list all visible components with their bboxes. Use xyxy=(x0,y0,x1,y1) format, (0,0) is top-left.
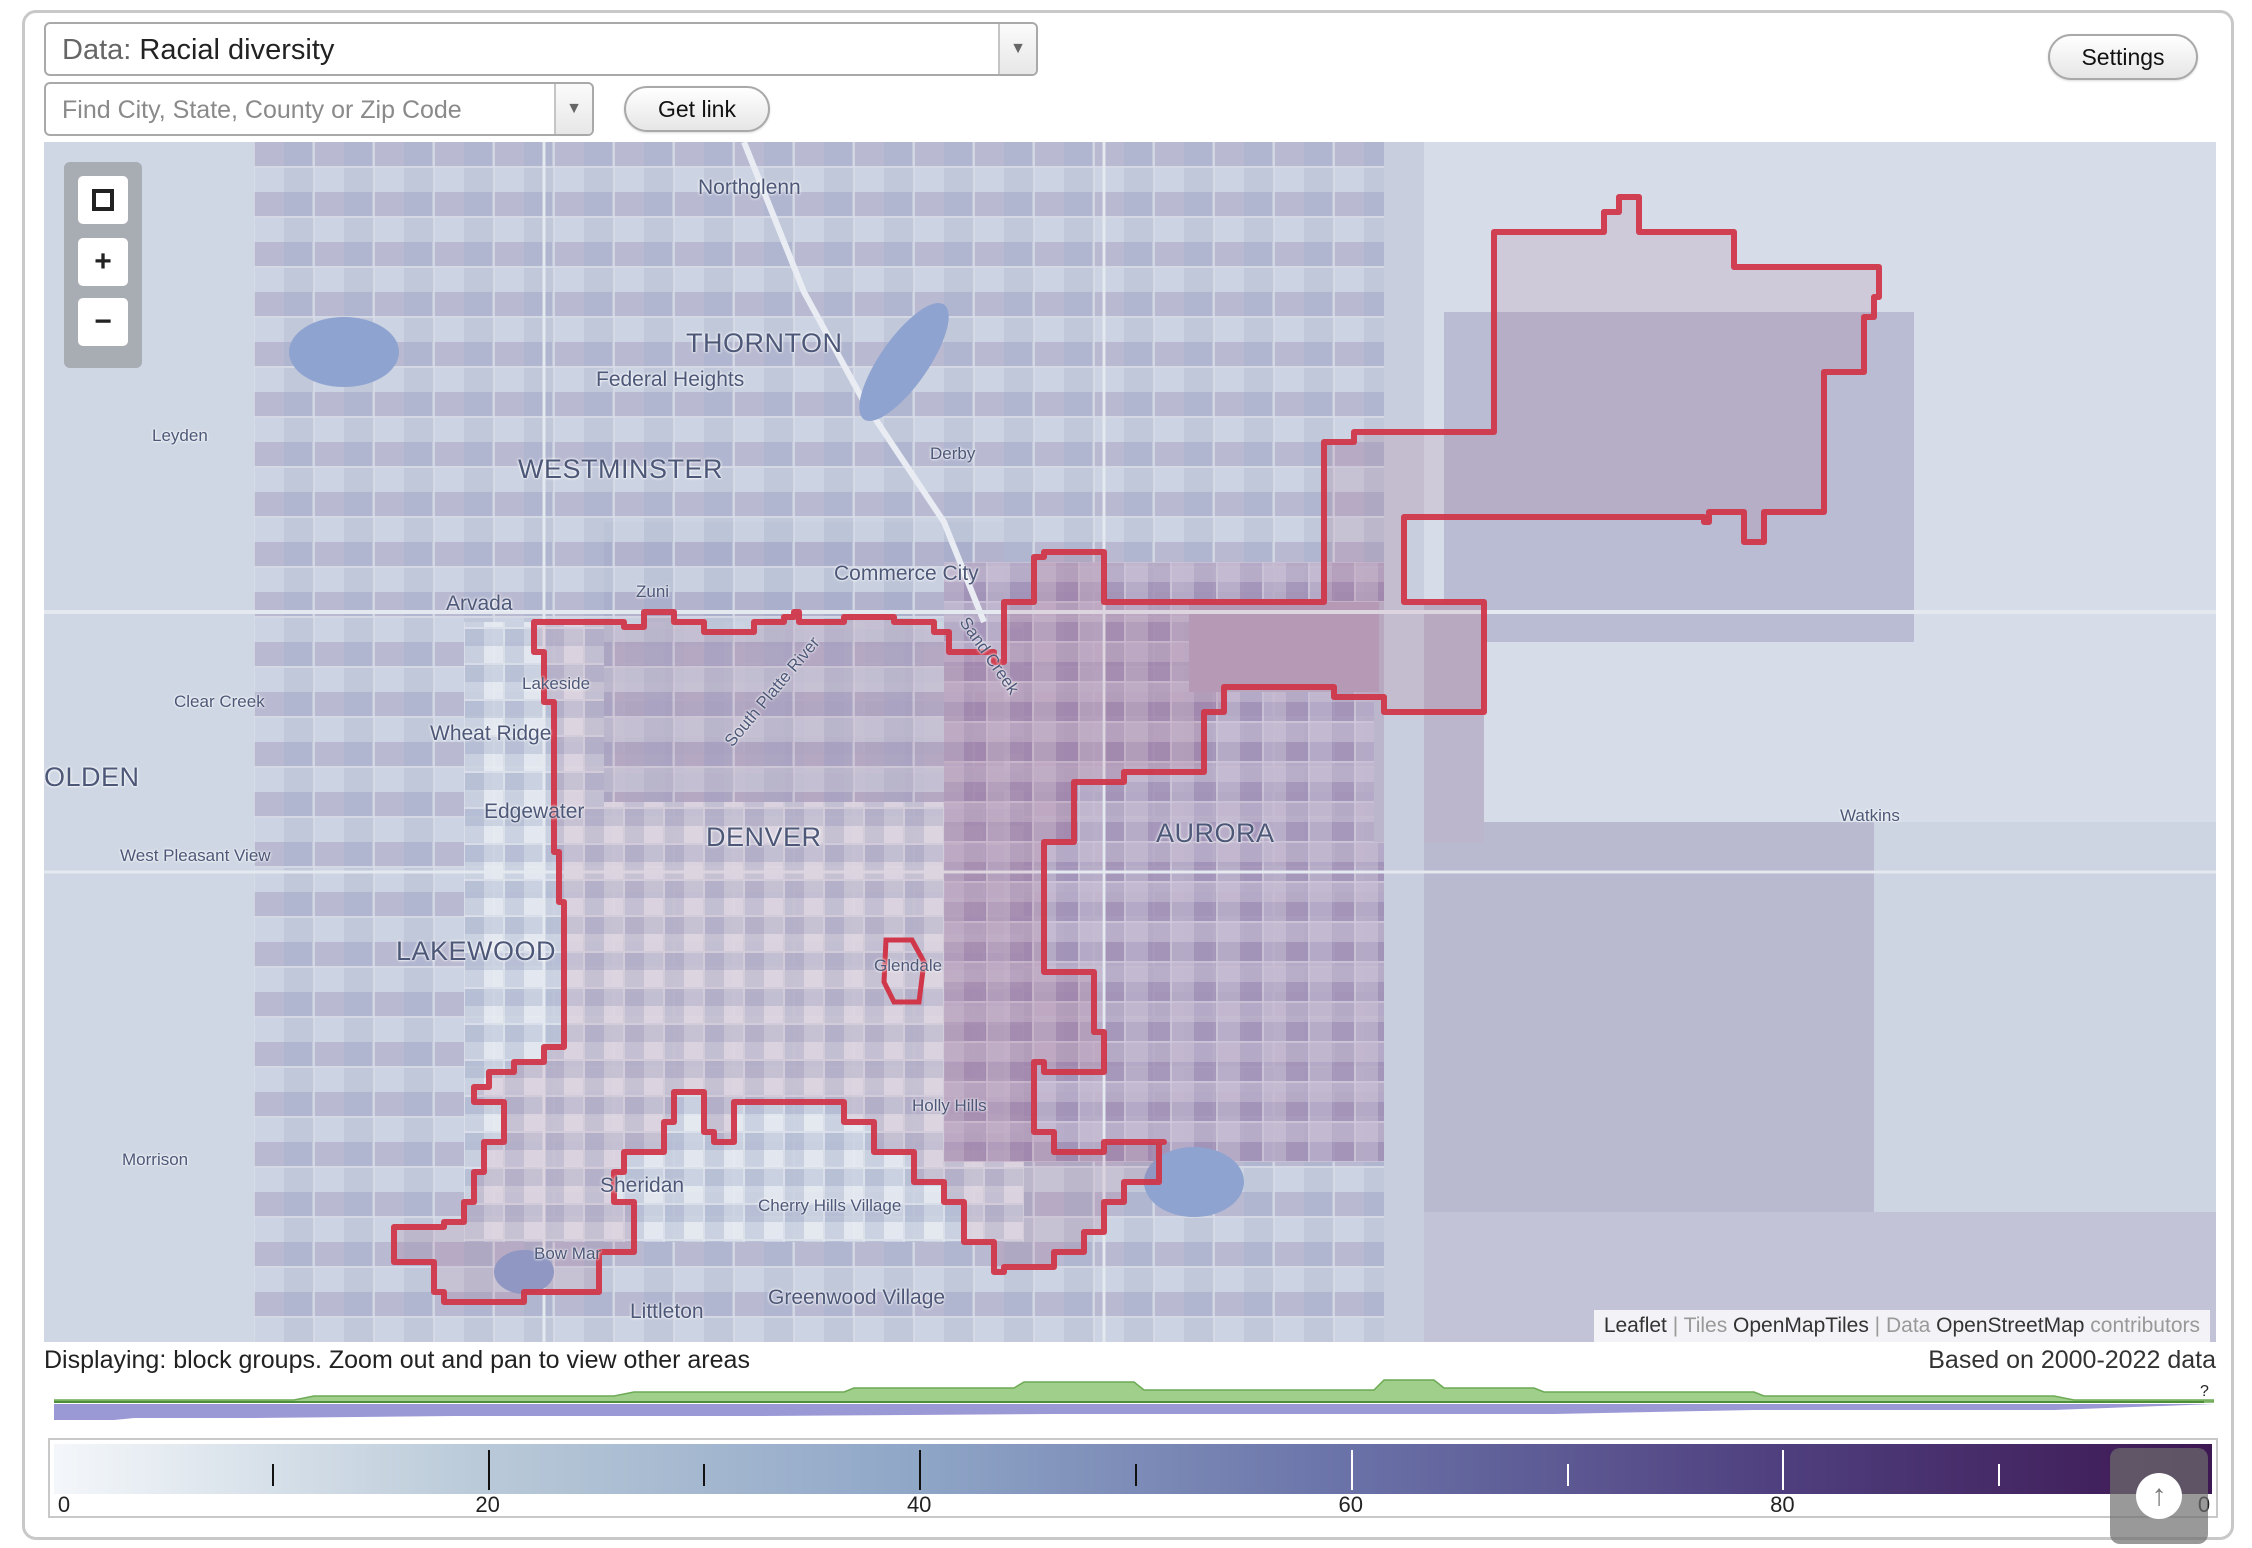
color-scale-bar xyxy=(54,1444,2212,1494)
map-label-glendale: Glendale xyxy=(874,956,943,975)
map-label-bow-mar: Bow Mar xyxy=(534,1244,602,1263)
zoom-in-button[interactable]: + xyxy=(78,238,128,286)
zoom-controls: + − xyxy=(64,162,142,368)
legend-tick xyxy=(1998,1464,2001,1486)
map-label-littleton: Littleton xyxy=(630,1300,704,1323)
map-label-sheridan: Sheridan xyxy=(600,1174,685,1197)
zoom-out-button[interactable]: − xyxy=(78,298,128,346)
legend-tick xyxy=(271,1464,274,1486)
legend-tick xyxy=(703,1464,706,1486)
data-range-status: Based on 2000-2022 data xyxy=(1928,1346,2216,1374)
legend-tick xyxy=(1782,1450,1785,1490)
map-label-denver: DENVER xyxy=(706,822,822,852)
openmaptiles-link[interactable]: OpenMapTiles xyxy=(1733,1314,1869,1337)
histogram-unknown-marker: ? xyxy=(2200,1383,2209,1400)
settings-button[interactable]: Settings xyxy=(2048,34,2198,80)
tiles-label: Tiles xyxy=(1683,1314,1728,1337)
map-label-zuni: Zuni xyxy=(636,582,670,601)
legend-tick-label: 0 xyxy=(57,1492,71,1517)
histogram-bottom-series xyxy=(54,1404,2214,1420)
color-scale-legend: 0204060800 xyxy=(48,1438,2218,1518)
map-label-clear-creek: Clear Creek xyxy=(174,692,265,711)
map-label-aurora: AURORA xyxy=(1156,818,1275,848)
location-search-select[interactable]: Find City, State, County or Zip Code ▼ xyxy=(44,82,594,136)
data-select-text: Data: Racial diversity xyxy=(62,34,334,67)
contributors-label: contributors xyxy=(2090,1314,2200,1337)
map-label-greenwood-village: Greenwood Village xyxy=(768,1286,946,1309)
map-attribution: Leaflet | Tiles OpenMapTiles | Data Open… xyxy=(1593,1310,2210,1342)
legend-tick xyxy=(487,1450,490,1490)
map-label-morrison: Morrison xyxy=(122,1150,189,1169)
map-label-leyden: Leyden xyxy=(152,426,208,445)
data-select[interactable]: Data: Racial diversity ▼ xyxy=(44,22,1038,76)
fullscreen-icon xyxy=(92,189,114,211)
legend-tick xyxy=(1350,1450,1353,1490)
map-label-commerce-city: Commerce City xyxy=(834,562,979,585)
distribution-histogram: ? xyxy=(54,1379,2214,1420)
arrow-up-icon: ↑ xyxy=(2136,1473,2182,1519)
map-label-derby: Derby xyxy=(930,444,976,463)
map-label-arvada: Arvada xyxy=(446,592,513,615)
map-label-westminster: WESTMINSTER xyxy=(518,454,723,484)
map-label-northglenn: Northglenn xyxy=(698,176,801,199)
map-label-watkins: Watkins xyxy=(1840,806,1900,825)
chevron-down-icon[interactable]: ▼ xyxy=(554,84,592,134)
openstreetmap-link[interactable]: OpenStreetMap xyxy=(1936,1314,2085,1337)
data-label: Data xyxy=(1885,1314,1931,1337)
displaying-status: Displaying: block groups. Zoom out and p… xyxy=(44,1346,750,1374)
legend-tick-label: 80 xyxy=(1770,1492,1795,1517)
legend-tick-label: 20 xyxy=(475,1492,500,1517)
map-label-west-pleasant-view: West Pleasant View xyxy=(120,846,271,865)
map-label-thornton: THORNTON xyxy=(686,328,843,358)
chevron-down-icon[interactable]: ▼ xyxy=(998,24,1036,74)
leaflet-link[interactable]: Leaflet xyxy=(1603,1314,1667,1337)
map-label-edgewater: Edgewater xyxy=(484,800,585,823)
data-select-value: Racial diversity xyxy=(139,34,335,66)
scroll-to-top-button[interactable]: ↑ xyxy=(2110,1448,2208,1544)
map-label-holly-hills: Holly Hills xyxy=(912,1096,987,1115)
data-select-prefix: Data: xyxy=(62,34,132,66)
legend-tick xyxy=(919,1450,922,1490)
map-label-cherry-hills: Cherry Hills Village xyxy=(758,1196,902,1215)
map-label-wheat-ridge: Wheat Ridge xyxy=(430,722,552,745)
get-link-button[interactable]: Get link xyxy=(624,86,770,132)
map-canvas xyxy=(44,142,2216,1342)
legend-tick-label: 40 xyxy=(906,1492,932,1517)
map-label-lakewood: LAKEWOOD xyxy=(396,936,557,966)
legend-tick xyxy=(1566,1464,1569,1486)
map-view[interactable]: + − Northglenn THORNTON Federal Heights … xyxy=(44,142,2216,1342)
search-placeholder: Find City, State, County or Zip Code xyxy=(62,96,462,124)
map-label-golden: OLDEN xyxy=(44,762,140,792)
legend-tick-label: 60 xyxy=(1338,1492,1364,1517)
legend-tick xyxy=(1135,1464,1137,1486)
map-label-federal-heights: Federal Heights xyxy=(596,368,745,391)
fullscreen-button[interactable] xyxy=(78,176,128,224)
map-label-lakeside: Lakeside xyxy=(522,674,591,693)
histogram-top-series xyxy=(54,1379,2214,1403)
